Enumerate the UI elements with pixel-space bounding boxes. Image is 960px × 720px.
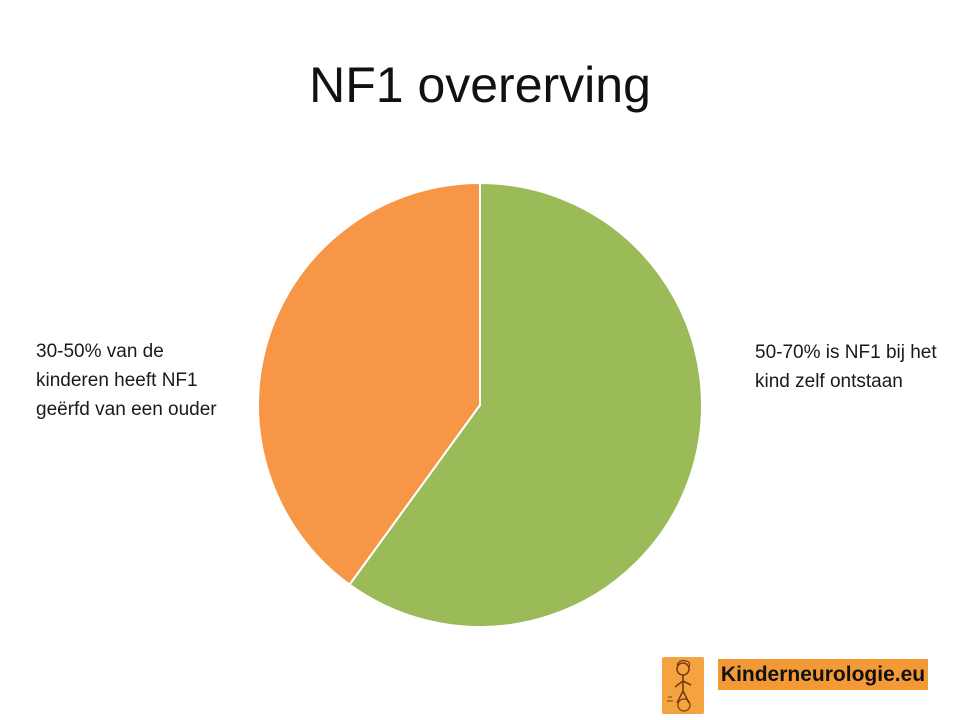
slice-label-inherited: 30-50% van de kinderen heeft NF1 geërfd … — [36, 341, 217, 420]
logo-text: Kinderneurologie.eu — [720, 662, 926, 686]
slide-title: NF1 overerving — [309, 57, 651, 113]
pie-slice-1 — [257, 181, 481, 586]
logo-banner[interactable]: Kinderneurologie.eu — [718, 659, 928, 690]
slice-label-de-novo: 50-70% is NF1 bij het kind zelf ontstaan — [755, 342, 937, 392]
child-figure-logo-icon — [662, 657, 704, 714]
pie-slice-0 — [348, 181, 703, 628]
